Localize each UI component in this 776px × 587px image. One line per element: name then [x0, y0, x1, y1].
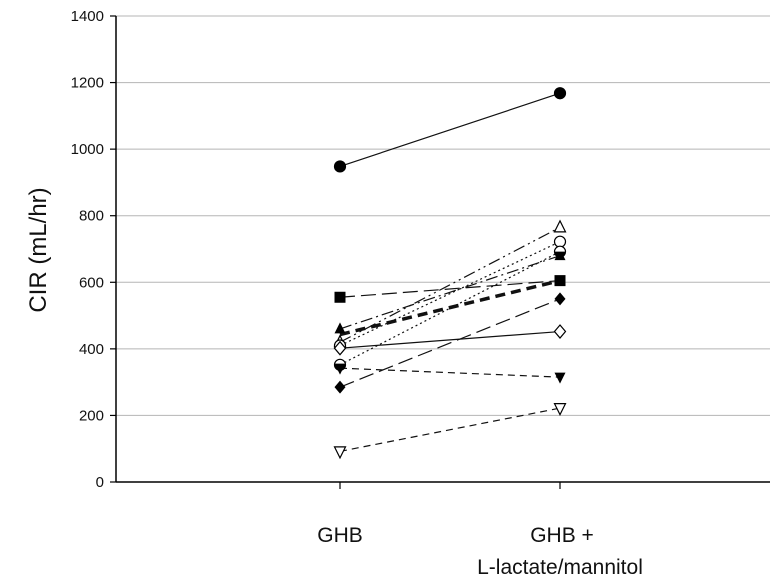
- data-point: [333, 160, 347, 173]
- mean-series-line: [339, 278, 561, 337]
- series-line: [339, 241, 561, 347]
- data-point: [333, 340, 347, 356]
- series-line: [339, 251, 561, 366]
- y-tick-label: 1400: [71, 8, 104, 25]
- y-tick-label: 800: [79, 208, 104, 225]
- data-point: [334, 380, 346, 394]
- y-tick-label: 600: [79, 274, 104, 291]
- y-tick-label: 1000: [71, 141, 104, 158]
- gridlines: [116, 15, 770, 416]
- y-axis-title: CIR (mL/hr): [25, 187, 52, 312]
- series-line: [339, 92, 561, 168]
- series-line: [339, 298, 561, 388]
- data-point: [554, 275, 566, 287]
- y-tick-label: 200: [79, 407, 104, 424]
- x-category-label-ghb: GHB: [317, 524, 363, 547]
- data-point: [554, 292, 566, 306]
- series-line: [339, 280, 561, 298]
- data-point: [334, 363, 346, 375]
- data-point: [333, 446, 347, 460]
- half-circle-fill: [554, 251, 566, 258]
- data-point: [334, 322, 346, 334]
- series-group: [339, 92, 561, 452]
- data-point: [553, 245, 567, 258]
- data-point: [553, 219, 567, 233]
- y-tick-label: 0: [96, 474, 104, 491]
- data-point: [553, 403, 567, 416]
- data-point: [334, 291, 346, 303]
- x-category-label-lactate-mannitol: L-lactate/mannitol: [477, 556, 643, 579]
- data-point: [553, 235, 567, 248]
- y-tick-label: 400: [79, 341, 104, 358]
- data-point: [554, 372, 566, 384]
- data-point: [553, 87, 567, 100]
- series-line: [339, 226, 561, 343]
- data-point: [553, 324, 567, 339]
- y-ticks: 0 200 400 600 800 1000 1200 1400: [71, 8, 116, 491]
- x-category-label-ghb-plus: GHB +: [530, 524, 594, 547]
- series-line: [339, 407, 561, 452]
- y-tick-label: 1200: [71, 75, 104, 92]
- x-ticks: [339, 482, 561, 489]
- series-line: [339, 255, 561, 330]
- series-line: [339, 330, 561, 349]
- series-line: [339, 367, 561, 378]
- markers-group: [333, 87, 567, 460]
